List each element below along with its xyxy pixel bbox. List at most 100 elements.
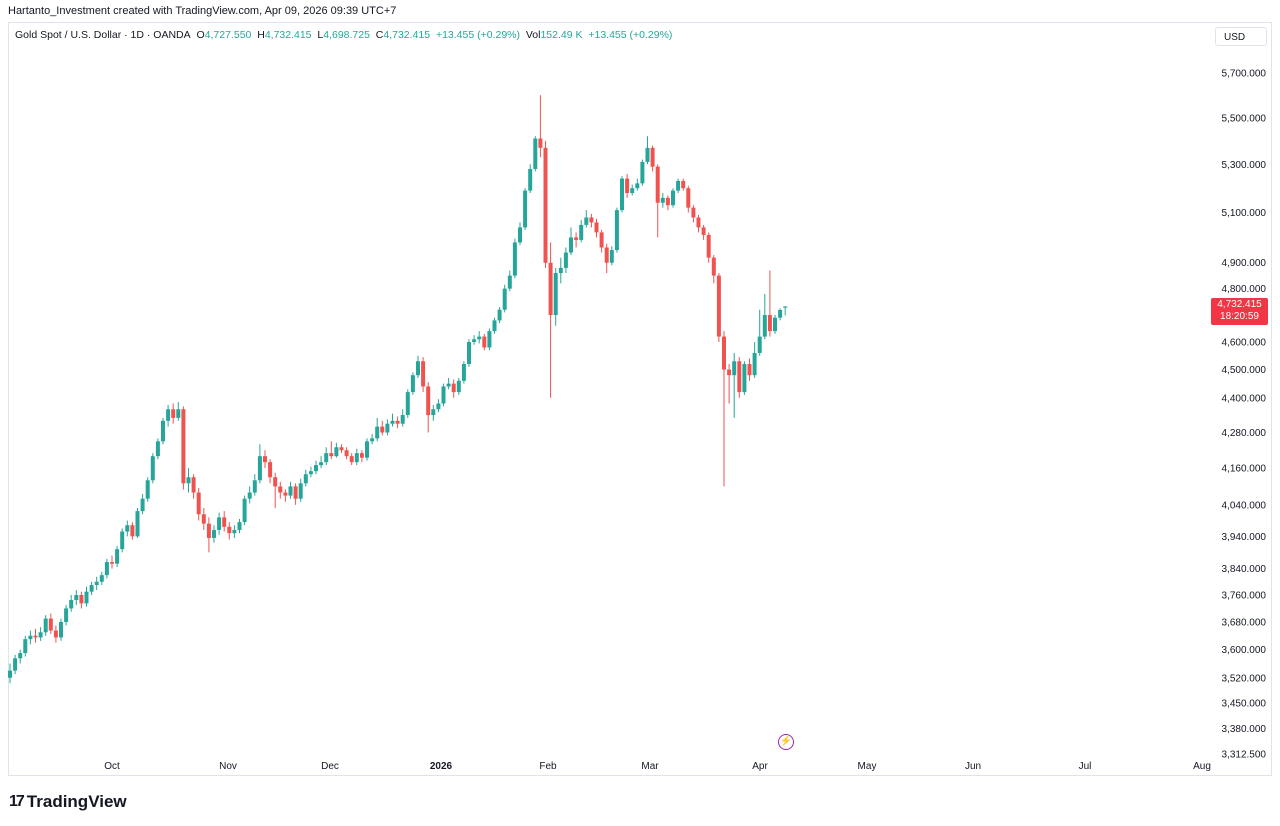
candle	[38, 627, 43, 641]
price-tick-label: 4,280.000	[1222, 428, 1267, 439]
candle	[421, 357, 426, 393]
candle-body	[161, 420, 165, 442]
candle	[431, 404, 436, 421]
candle	[79, 591, 84, 609]
candle	[120, 528, 125, 553]
price-tick-label: 3,940.000	[1222, 532, 1267, 543]
candles-group	[8, 95, 788, 684]
candle-body	[99, 575, 104, 582]
candle-body	[436, 403, 441, 410]
candle	[53, 625, 58, 643]
candle-body	[660, 197, 665, 203]
candle-body	[288, 486, 293, 496]
price-tick-label: 4,900.000	[1222, 258, 1267, 269]
candle	[512, 238, 517, 279]
candle-body	[166, 409, 171, 421]
candle	[130, 522, 135, 540]
candle	[247, 486, 252, 504]
price-axis[interactable]: 5,700.000 5,500.000 5,300.000 5,100.000 4,90…	[1222, 69, 1267, 761]
candle-body	[115, 549, 120, 564]
candle	[523, 188, 528, 230]
candle-body	[523, 190, 528, 228]
candle	[59, 618, 63, 641]
price-tick-label: 4,160.000	[1222, 464, 1267, 475]
candle-body	[283, 492, 288, 496]
candle-body	[727, 369, 732, 376]
lightning-icon[interactable]: ⚡	[778, 734, 794, 750]
candle-body	[410, 375, 415, 393]
price-tick-label: 3,380.000	[1222, 724, 1267, 735]
candle-body	[252, 480, 257, 493]
candle	[620, 176, 624, 213]
time-tick-label: Mar	[641, 761, 659, 772]
candle	[104, 558, 109, 579]
time-tick-label: Jul	[1079, 761, 1092, 772]
candle	[288, 481, 293, 499]
candle-body	[441, 386, 446, 404]
price-tick-label: 4,600.000	[1222, 338, 1267, 349]
candle	[436, 399, 441, 413]
candle	[584, 210, 589, 228]
candle-body	[451, 383, 456, 393]
candle-body	[130, 525, 135, 537]
candle-body	[380, 426, 385, 433]
candle-body	[416, 361, 420, 376]
candle	[161, 417, 165, 445]
candle-body	[563, 252, 568, 268]
candle	[365, 438, 369, 461]
candle	[257, 444, 262, 484]
candle-body	[650, 147, 655, 167]
candle-body	[120, 531, 125, 550]
candle-body	[487, 331, 492, 348]
candle-body	[630, 188, 635, 194]
symbol-title[interactable]: Gold Spot / U.S. Dollar · 1D · OANDA	[15, 29, 191, 41]
candle	[732, 352, 737, 418]
candle-body	[579, 224, 584, 240]
candle-body	[528, 169, 533, 191]
candle	[298, 478, 303, 502]
close-value: 4,732.415	[383, 29, 431, 41]
candle-body	[594, 222, 599, 233]
candle	[390, 413, 395, 427]
candle	[319, 456, 324, 469]
candle	[186, 468, 191, 493]
candle	[405, 389, 410, 418]
candle	[334, 442, 339, 458]
candle	[303, 469, 308, 487]
tradingview-logo: 17 TradingView	[9, 792, 127, 812]
candle-body	[742, 364, 747, 393]
candle-body	[8, 670, 12, 678]
time-axis[interactable]: Oct Nov Dec 2026 Feb Mar Apr May Jun Jul Aug	[104, 761, 1211, 772]
close-label: C	[375, 29, 384, 41]
candle-body	[293, 486, 298, 499]
candle-body	[701, 227, 706, 235]
candle	[762, 293, 767, 340]
currency-button[interactable]: USD	[1215, 27, 1267, 46]
time-tick-label: Apr	[752, 761, 768, 772]
candle-body	[482, 336, 487, 348]
candle-body	[247, 492, 252, 499]
candle-body	[232, 529, 237, 534]
candle	[660, 193, 665, 208]
candle-body	[319, 462, 324, 466]
candle-body	[589, 217, 594, 223]
candle-body	[757, 336, 762, 353]
candle	[283, 489, 288, 502]
candle	[329, 441, 334, 460]
candle	[747, 358, 752, 381]
candle-body	[533, 138, 538, 170]
tradingview-logo-icon: 17	[9, 793, 25, 810]
candle-body	[370, 438, 375, 442]
candle-body	[737, 361, 742, 393]
candle-body	[334, 447, 339, 457]
candle-body	[599, 232, 604, 248]
candle	[171, 403, 176, 424]
candle	[665, 195, 670, 211]
candle	[273, 472, 278, 509]
symbol-legend: Gold Spot / U.S. Dollar · 1D · OANDA O4,…	[15, 29, 672, 41]
price-tick-label: 5,300.000	[1222, 160, 1267, 171]
low-label: L	[317, 29, 324, 41]
candle	[293, 483, 298, 505]
candle	[252, 474, 257, 496]
